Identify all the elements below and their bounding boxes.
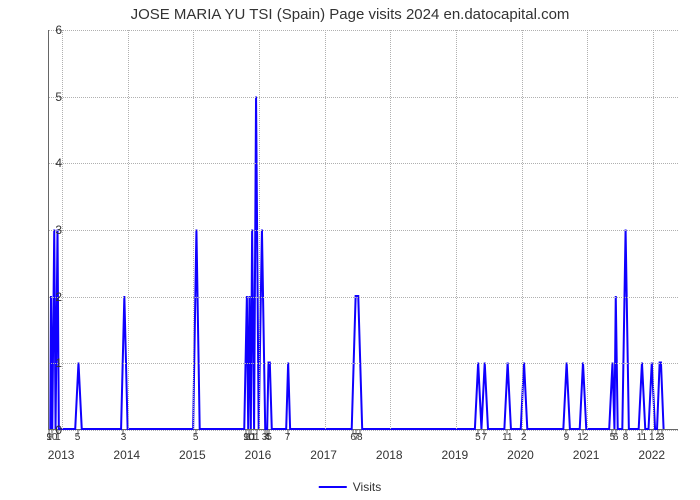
x-tick-minor-label: 3 bbox=[659, 432, 665, 443]
gridline-horizontal bbox=[49, 430, 678, 431]
x-tick-minor-label: 1 bbox=[254, 432, 260, 443]
gridline-vertical bbox=[62, 30, 63, 429]
gridline-vertical bbox=[259, 30, 260, 429]
x-tick-minor-label: 6 bbox=[613, 432, 619, 443]
x-tick-minor-label: 5 bbox=[193, 432, 199, 443]
gridline-vertical bbox=[522, 30, 523, 429]
x-tick-minor-label: 2 bbox=[521, 432, 527, 443]
x-tick-minor-label: 5 bbox=[475, 432, 481, 443]
gridline-vertical bbox=[193, 30, 194, 429]
x-tick-minor-label: 7 bbox=[482, 432, 488, 443]
x-tick-year-label: 2020 bbox=[507, 448, 534, 462]
y-tick-label: 3 bbox=[32, 223, 62, 237]
x-tick-minor-label: 7 bbox=[285, 432, 291, 443]
gridline-vertical bbox=[587, 30, 588, 429]
gridline-horizontal bbox=[49, 297, 678, 298]
x-tick-minor-label: 12 bbox=[577, 432, 588, 443]
gridline-vertical bbox=[456, 30, 457, 429]
gridline-horizontal bbox=[49, 97, 678, 98]
x-tick-minor-label: 8 bbox=[357, 432, 363, 443]
x-tick-year-label: 2014 bbox=[113, 448, 140, 462]
x-tick-year-label: 2013 bbox=[48, 448, 75, 462]
legend: Visits bbox=[319, 480, 381, 494]
plot-area bbox=[48, 30, 678, 430]
x-tick-minor-label: 5 bbox=[75, 432, 81, 443]
chart-container: JOSE MARIA YU TSI (Spain) Page visits 20… bbox=[0, 0, 700, 500]
y-tick-label: 5 bbox=[32, 90, 62, 104]
y-tick-label: 1 bbox=[32, 356, 62, 370]
gridline-horizontal bbox=[49, 30, 678, 31]
chart-title: JOSE MARIA YU TSI (Spain) Page visits 20… bbox=[0, 6, 700, 23]
x-tick-year-label: 2016 bbox=[245, 448, 272, 462]
x-tick-minor-label: 11 bbox=[637, 432, 647, 443]
y-tick-label: 2 bbox=[32, 290, 62, 304]
gridline-horizontal bbox=[49, 230, 678, 231]
gridline-horizontal bbox=[49, 163, 678, 164]
x-tick-minor-label: 5 bbox=[266, 432, 272, 443]
gridline-vertical bbox=[390, 30, 391, 429]
x-tick-year-label: 2022 bbox=[638, 448, 665, 462]
x-tick-year-label: 2015 bbox=[179, 448, 206, 462]
x-tick-minor-label: 11 bbox=[502, 432, 512, 443]
x-tick-minor-label: 1 bbox=[55, 432, 61, 443]
x-tick-minor-label: 8 bbox=[623, 432, 629, 443]
y-tick-label: 4 bbox=[32, 156, 62, 170]
x-tick-minor-label: 1 bbox=[649, 432, 655, 443]
x-tick-minor-label: 3 bbox=[121, 432, 127, 443]
legend-swatch bbox=[319, 486, 347, 488]
x-tick-year-label: 2018 bbox=[376, 448, 403, 462]
x-tick-year-label: 2017 bbox=[310, 448, 337, 462]
y-tick-label: 6 bbox=[32, 23, 62, 37]
gridline-vertical bbox=[325, 30, 326, 429]
gridline-vertical bbox=[128, 30, 129, 429]
gridline-horizontal bbox=[49, 363, 678, 364]
gridline-vertical bbox=[653, 30, 654, 429]
x-tick-year-label: 2021 bbox=[573, 448, 600, 462]
x-tick-minor-label: 9 bbox=[564, 432, 570, 443]
x-tick-year-label: 2019 bbox=[442, 448, 469, 462]
legend-label: Visits bbox=[353, 480, 381, 494]
